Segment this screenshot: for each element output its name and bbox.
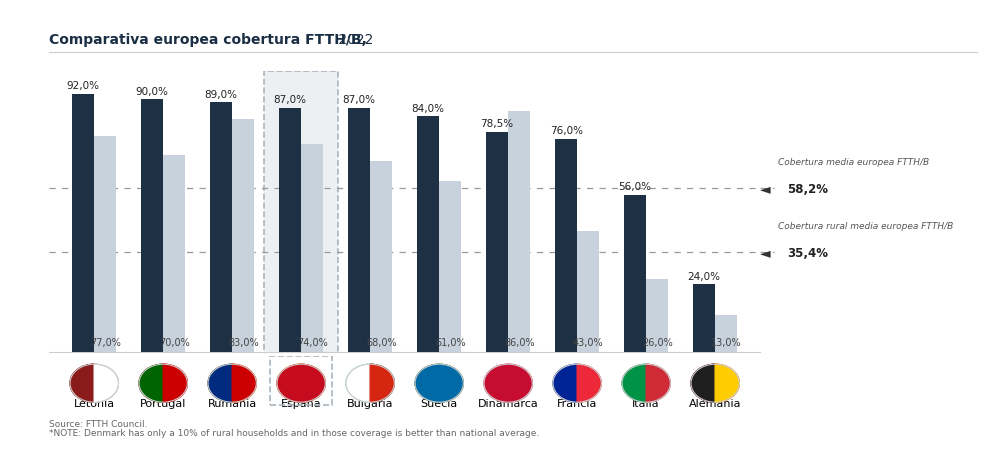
Text: 83,0%: 83,0%	[228, 338, 258, 348]
Text: ◄: ◄	[759, 182, 770, 196]
Text: 86,0%: 86,0%	[504, 338, 534, 348]
Wedge shape	[621, 364, 646, 402]
Wedge shape	[277, 364, 301, 402]
Wedge shape	[577, 364, 600, 402]
Text: 35,4%: 35,4%	[787, 246, 827, 259]
Bar	[577, 231, 599, 352]
Circle shape	[621, 364, 669, 402]
Text: 92,0%: 92,0%	[67, 81, 100, 91]
Text: 84,0%: 84,0%	[411, 104, 444, 114]
Text: 87,0%: 87,0%	[273, 95, 307, 105]
Wedge shape	[232, 364, 256, 402]
Text: Source: FTTH Council.: Source: FTTH Council.	[49, 419, 148, 428]
Text: Comparativa europea cobertura FTTH/B,: Comparativa europea cobertura FTTH/B,	[49, 33, 367, 47]
Bar	[279, 109, 301, 352]
Wedge shape	[508, 364, 531, 402]
Circle shape	[414, 364, 462, 402]
Text: 70,0%: 70,0%	[159, 338, 189, 348]
Wedge shape	[370, 364, 394, 402]
Wedge shape	[552, 364, 577, 402]
Text: 56,0%: 56,0%	[618, 182, 651, 192]
Text: 87,0%: 87,0%	[342, 95, 376, 105]
Text: 43,0%: 43,0%	[572, 338, 602, 348]
Bar	[485, 132, 508, 352]
Wedge shape	[690, 364, 715, 402]
Wedge shape	[139, 364, 163, 402]
Text: Cobertura media europea FTTH/B: Cobertura media europea FTTH/B	[777, 158, 929, 167]
Wedge shape	[94, 364, 118, 402]
Bar	[623, 195, 646, 352]
Bar	[692, 285, 715, 352]
Bar	[141, 100, 163, 352]
Bar	[554, 139, 577, 352]
Wedge shape	[483, 364, 508, 402]
Wedge shape	[646, 364, 669, 402]
Text: 26,0%: 26,0%	[641, 338, 671, 348]
Bar	[715, 315, 737, 352]
Text: 13,0%: 13,0%	[710, 338, 740, 348]
Bar	[370, 161, 391, 352]
Wedge shape	[301, 364, 325, 402]
Circle shape	[552, 364, 600, 402]
Bar	[646, 279, 668, 352]
Bar	[72, 95, 94, 352]
Bar	[163, 156, 185, 352]
Bar	[348, 109, 370, 352]
Text: 2022: 2022	[333, 33, 373, 47]
Text: 74,0%: 74,0%	[297, 338, 327, 348]
Wedge shape	[414, 364, 439, 402]
Circle shape	[277, 364, 325, 402]
Bar	[232, 120, 254, 352]
Circle shape	[70, 364, 118, 402]
Wedge shape	[70, 364, 94, 402]
Circle shape	[139, 364, 187, 402]
Bar	[508, 111, 529, 352]
Text: *NOTE: Denmark has only a 10% of rural households and in those coverage is bette: *NOTE: Denmark has only a 10% of rural h…	[49, 428, 539, 437]
Text: 89,0%: 89,0%	[204, 90, 238, 100]
Circle shape	[483, 364, 531, 402]
Text: 76,0%: 76,0%	[549, 126, 582, 136]
Text: Cobertura rural media europea FTTH/B: Cobertura rural media europea FTTH/B	[777, 221, 952, 230]
Wedge shape	[715, 364, 739, 402]
Text: 90,0%: 90,0%	[136, 87, 169, 97]
Wedge shape	[163, 364, 187, 402]
Wedge shape	[346, 364, 370, 402]
Text: 58,2%: 58,2%	[787, 183, 827, 196]
Circle shape	[208, 364, 256, 402]
Bar	[417, 117, 439, 352]
FancyBboxPatch shape	[263, 72, 338, 357]
Circle shape	[690, 364, 739, 402]
Bar	[210, 103, 232, 352]
Text: ◄: ◄	[759, 246, 770, 260]
Text: 77,0%: 77,0%	[90, 338, 120, 348]
Bar	[439, 181, 460, 352]
Text: 78,5%: 78,5%	[480, 119, 513, 129]
Bar	[94, 137, 116, 352]
Wedge shape	[208, 364, 232, 402]
Wedge shape	[439, 364, 462, 402]
Text: 68,0%: 68,0%	[366, 338, 396, 348]
Text: 61,0%: 61,0%	[435, 338, 465, 348]
Bar	[301, 145, 323, 352]
Text: 24,0%: 24,0%	[687, 272, 720, 281]
Circle shape	[346, 364, 394, 402]
